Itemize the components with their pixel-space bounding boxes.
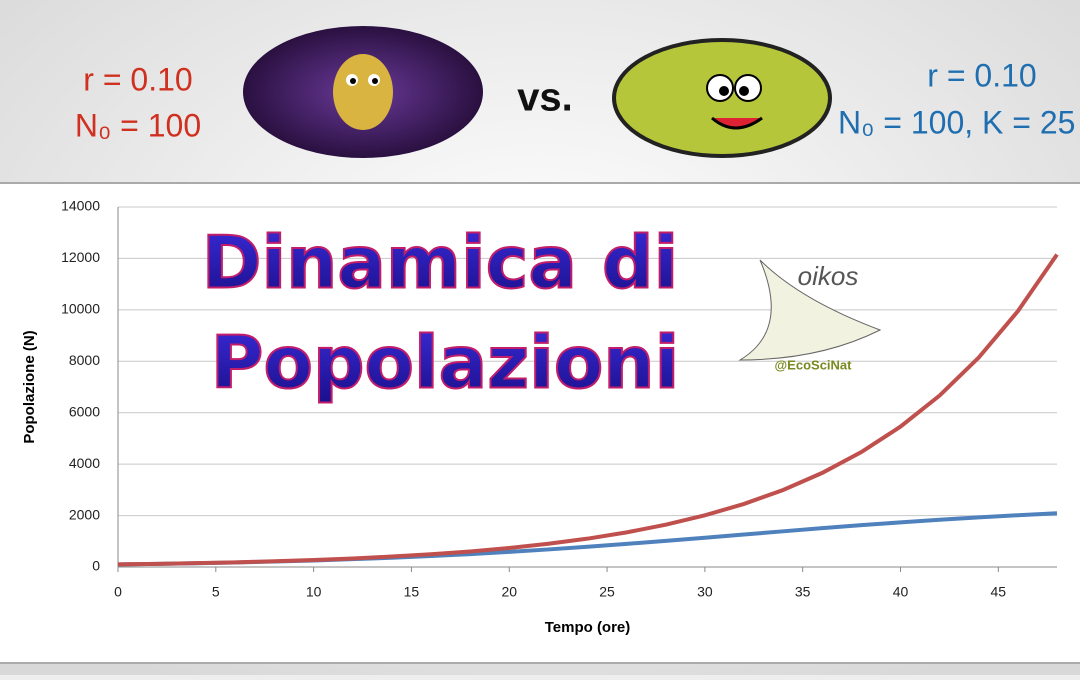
y-axis-label: Popolazione (N) bbox=[21, 330, 38, 443]
x-tick-label: 10 bbox=[306, 584, 322, 600]
y-tick-label: 0 bbox=[92, 558, 100, 574]
x-tick-label: 0 bbox=[114, 584, 122, 600]
versus: vs. bbox=[517, 76, 573, 120]
x-tick-label: 5 bbox=[212, 584, 220, 600]
x-axis-label: Tempo (ore) bbox=[545, 619, 631, 636]
title-line: Dinamica di bbox=[202, 221, 679, 305]
chart-panel bbox=[0, 183, 1080, 663]
logo-flower bbox=[738, 259, 882, 361]
x-tick-label: 25 bbox=[599, 584, 615, 600]
title-overlay: Dinamica di Popolazioni bbox=[201, 220, 681, 406]
chart: 0 2000 4000 6000 8000 10000 12000 14000 0 5 10 15 20… bbox=[21, 198, 1059, 636]
right-initial: N₀ = 100, K = 25 bbox=[838, 104, 1075, 140]
title-line: Popolazioni bbox=[211, 321, 680, 405]
y-tick-label: 14000 bbox=[61, 198, 100, 214]
y-tick-label: 4000 bbox=[69, 455, 100, 471]
y-tick-label: 2000 bbox=[69, 506, 100, 522]
y-tick-label: 8000 bbox=[69, 352, 100, 368]
villain-face bbox=[333, 54, 393, 130]
x-tick-label: 35 bbox=[795, 584, 811, 600]
left-rate: r = 0.10 bbox=[83, 61, 192, 97]
x-tick-label: 40 bbox=[893, 584, 909, 600]
logo-handle: @EcoSciNat bbox=[775, 357, 853, 372]
logo-name: oikos bbox=[798, 261, 859, 291]
left-initial: N₀ = 100 bbox=[75, 107, 201, 143]
y-tick-label: 10000 bbox=[61, 301, 100, 317]
right-rate: r = 0.10 bbox=[927, 57, 1036, 93]
series-line bbox=[117, 253, 1059, 567]
x-tick-label: 30 bbox=[697, 584, 713, 600]
x-tick-label: 15 bbox=[404, 584, 420, 600]
x-tick-label: 45 bbox=[991, 584, 1007, 600]
x-tick-label: 20 bbox=[501, 584, 517, 600]
y-tick-label: 6000 bbox=[69, 403, 100, 419]
y-tick-label: 12000 bbox=[61, 249, 100, 265]
